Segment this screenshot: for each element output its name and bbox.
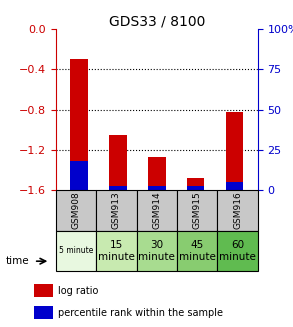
Bar <box>137 231 177 271</box>
Bar <box>96 190 137 231</box>
Bar <box>226 182 243 190</box>
Bar <box>177 190 217 231</box>
Title: GDS33 / 8100: GDS33 / 8100 <box>109 14 205 28</box>
Bar <box>187 186 205 190</box>
Bar <box>148 157 166 190</box>
Text: percentile rank within the sample: percentile rank within the sample <box>58 308 223 318</box>
Text: 45
minute: 45 minute <box>179 240 216 262</box>
Bar <box>70 60 88 190</box>
Bar <box>217 231 258 271</box>
Bar <box>35 306 52 319</box>
Bar <box>217 190 258 231</box>
Bar <box>226 112 243 190</box>
Text: time: time <box>6 256 29 266</box>
Bar <box>137 190 177 231</box>
Text: 60
minute: 60 minute <box>219 240 256 262</box>
Bar <box>148 186 166 190</box>
Text: 5 minute: 5 minute <box>59 247 93 255</box>
Text: log ratio: log ratio <box>58 286 98 296</box>
Bar <box>35 284 52 297</box>
Bar <box>96 231 137 271</box>
Text: GSM908: GSM908 <box>71 191 80 229</box>
Bar <box>109 186 127 190</box>
Text: 15
minute: 15 minute <box>98 240 135 262</box>
Bar <box>56 190 96 231</box>
Text: GSM914: GSM914 <box>152 191 161 229</box>
Bar <box>187 178 205 190</box>
Bar <box>109 135 127 190</box>
Text: 30
minute: 30 minute <box>138 240 175 262</box>
Bar <box>56 231 96 271</box>
Text: GSM916: GSM916 <box>233 191 242 229</box>
Bar <box>177 231 217 271</box>
Text: GSM913: GSM913 <box>112 191 121 229</box>
Text: GSM915: GSM915 <box>193 191 202 229</box>
Bar <box>70 161 88 190</box>
